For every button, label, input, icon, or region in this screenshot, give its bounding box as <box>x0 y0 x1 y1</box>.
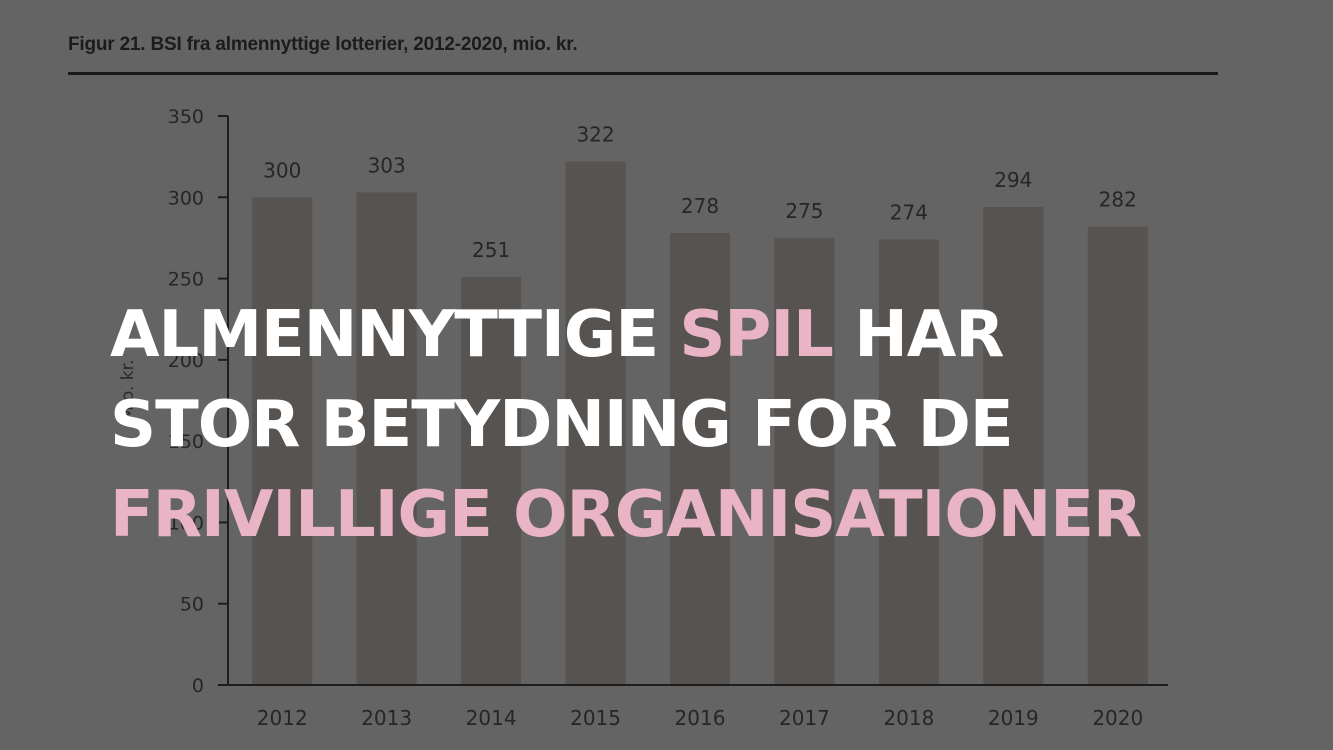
y-tick-label: 100 <box>168 512 204 534</box>
bar-2017 <box>774 237 835 685</box>
y-tick-label: 0 <box>192 675 204 697</box>
headline-line-1-start: ALMENNYTTIGE <box>110 298 680 372</box>
y-axis-ticks: 0 50 100 150 200 250 300 350 <box>168 106 228 697</box>
bar-2016 <box>670 233 730 685</box>
bar-value-label: 275 <box>785 199 823 223</box>
x-tick-label: 2014 <box>466 706 517 730</box>
headline-line-3: FRIVILLIGE ORGANISATIONER <box>110 478 1142 552</box>
bar-value-label: 274 <box>890 201 928 225</box>
headline-line-1: ALMENNYTTIGE SPIL HAR <box>110 290 1310 380</box>
x-tick-label: 2015 <box>570 706 621 730</box>
y-tick-label: 200 <box>168 350 204 372</box>
headline-accent-spil: SPIL <box>679 298 834 372</box>
x-axis-labels: 2012 2013 2014 2015 2016 2017 2018 2019 2020 <box>257 706 1143 730</box>
headline-overlay: ALMENNYTTIGE SPIL HAR STOR BETYDNING FOR… <box>110 290 1310 560</box>
bar-2018 <box>878 239 939 685</box>
bar-2014 <box>461 276 522 685</box>
y-tick-label: 50 <box>180 594 204 616</box>
y-tick-label: 250 <box>168 269 204 291</box>
bar-value-label: 322 <box>576 123 614 147</box>
x-tick-label: 2017 <box>779 706 830 730</box>
bar-value-label: 278 <box>681 194 719 218</box>
bar-value-label: 294 <box>994 168 1032 192</box>
headline-line-2: STOR BETYDNING FOR DE <box>110 388 1014 462</box>
bar-value-label: 282 <box>1099 188 1137 212</box>
bar-2019 <box>983 207 1044 686</box>
y-tick-label: 350 <box>168 106 204 128</box>
x-tick-label: 2016 <box>675 706 726 730</box>
bar-2015 <box>565 161 626 685</box>
headline-line-1-end: HAR <box>832 298 1004 372</box>
bar-2012 <box>252 197 313 686</box>
bar-2013 <box>356 192 417 685</box>
figure-title: Figur 21. BSI fra almennyttige lotterier… <box>68 34 578 55</box>
y-tick-label: 150 <box>168 431 204 453</box>
title-divider <box>68 72 1218 75</box>
x-tick-label: 2012 <box>257 706 308 730</box>
bar-value-label: 300 <box>263 158 301 182</box>
x-tick-label: 2013 <box>361 706 412 730</box>
bar-value-labels: 300 303 251 322 278 275 274 294 282 <box>263 123 1137 262</box>
y-tick-label: 300 <box>168 187 204 209</box>
x-tick-label: 2018 <box>883 706 934 730</box>
x-tick-label: 2020 <box>1092 706 1143 730</box>
x-tick-label: 2019 <box>988 706 1039 730</box>
bar-2020 <box>1087 226 1148 685</box>
bars <box>252 161 1148 686</box>
bar-value-label: 251 <box>472 238 510 262</box>
bar-value-label: 303 <box>368 153 406 177</box>
